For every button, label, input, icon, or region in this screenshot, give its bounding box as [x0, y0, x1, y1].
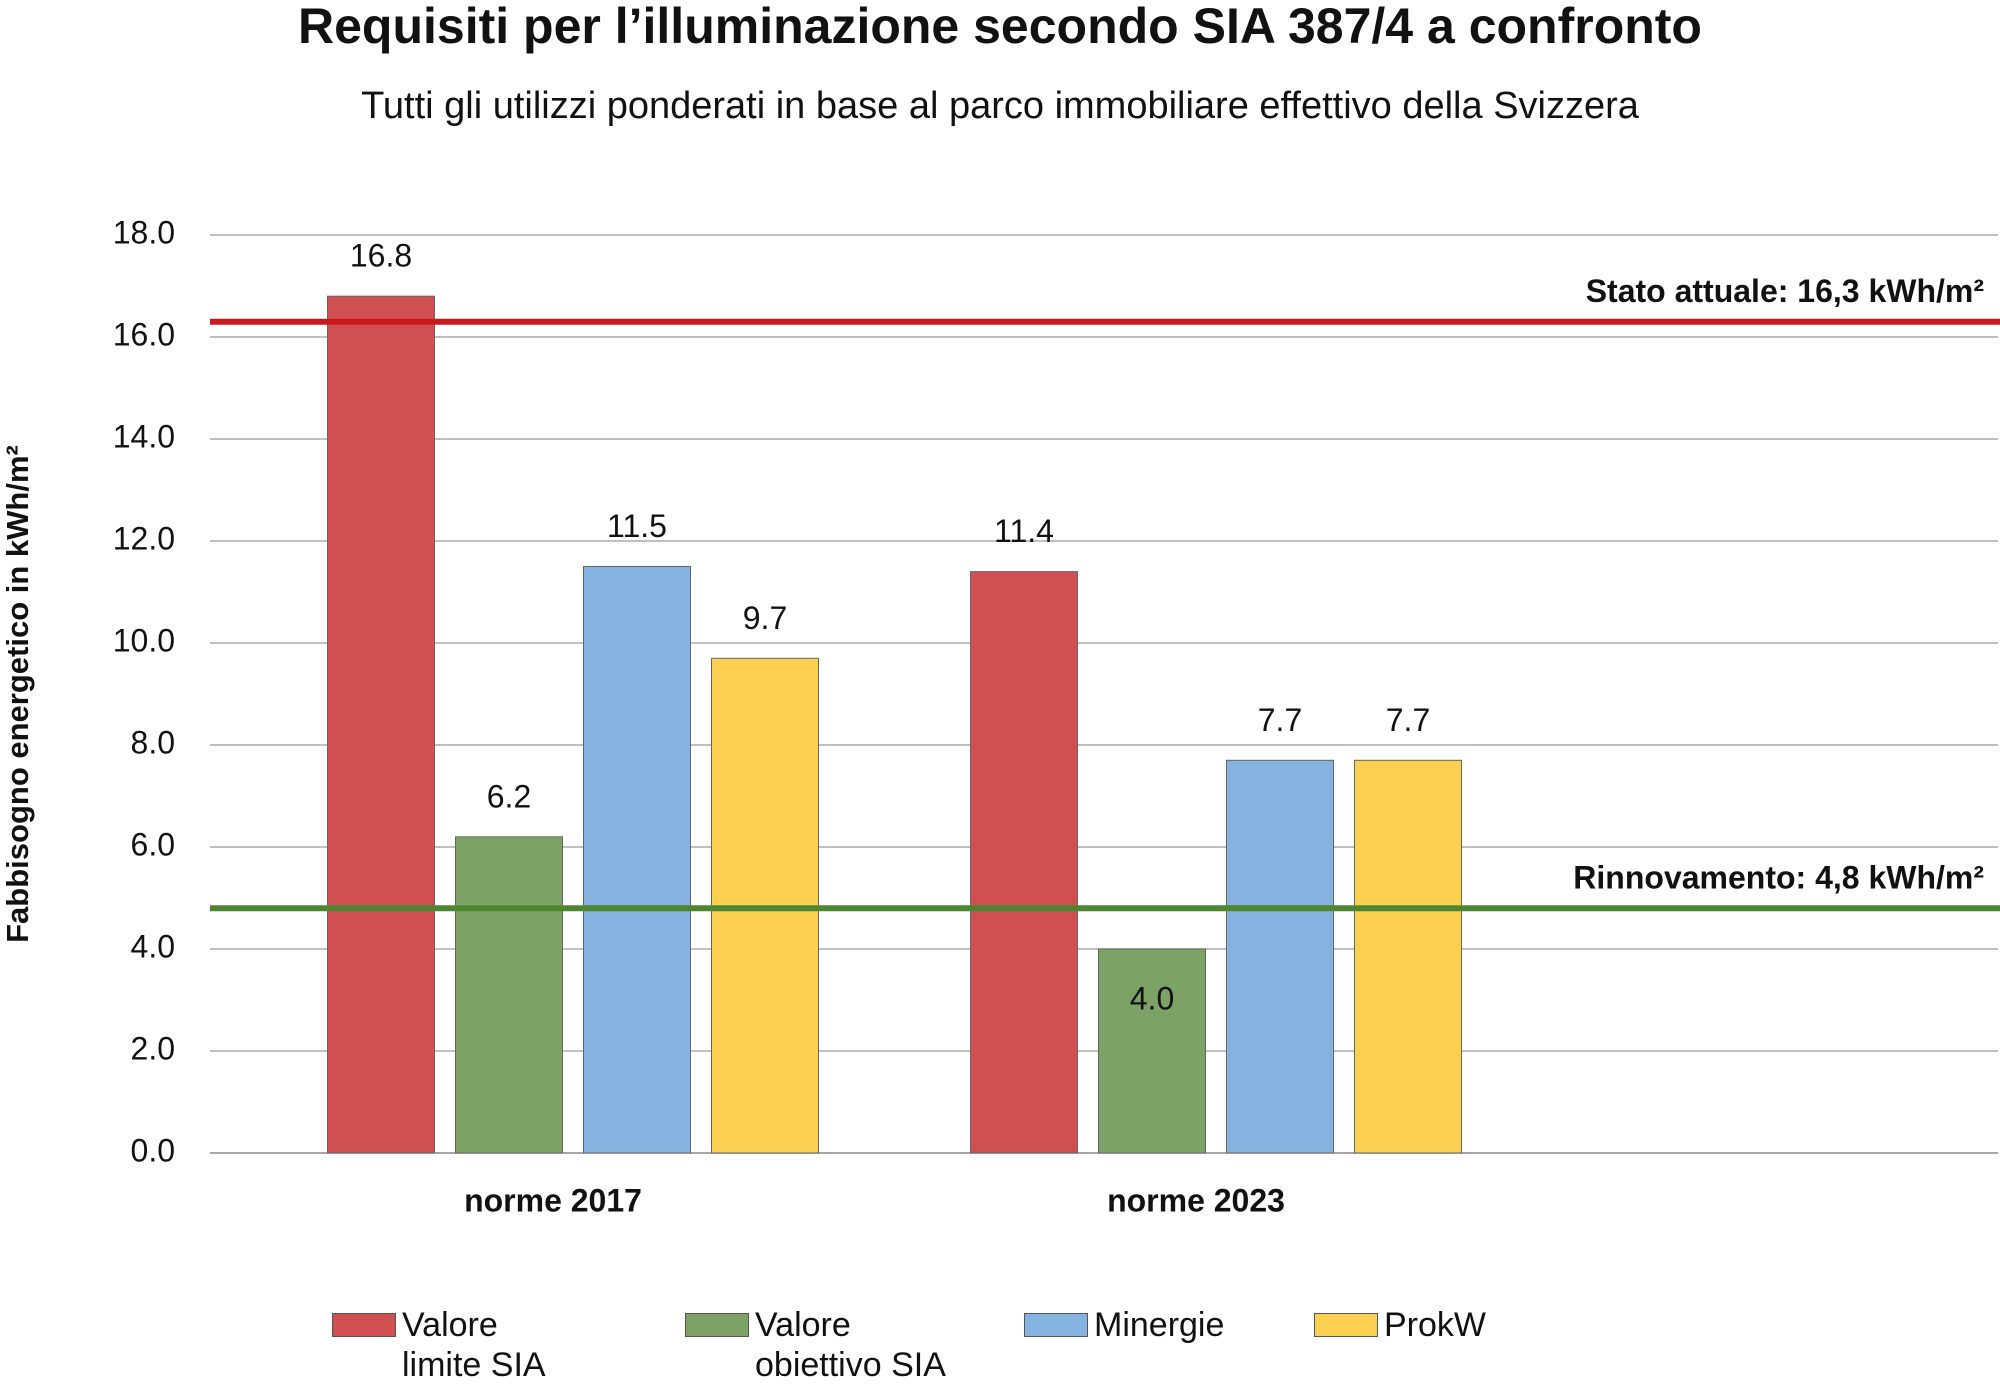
chart-subtitle: Tutti gli utilizzi ponderati in base al … [361, 85, 1640, 127]
bar [1226, 759, 1334, 1154]
legend-item: Valore limite SIA [332, 1305, 582, 1385]
y-axis-title: Fabbisogno energetico in kWh/m² [0, 445, 35, 943]
value-label: 4.0 [1130, 980, 1174, 1016]
value-label: 16.8 [350, 238, 412, 274]
x-tick-label: norme 2017 [464, 1182, 642, 1218]
y-tick-label: 18.0 [113, 214, 175, 250]
y-tick-label: 6.0 [131, 826, 175, 862]
legend-label: Valore limite SIA [402, 1306, 546, 1384]
y-tick-label: 10.0 [113, 622, 175, 658]
value-label: 9.7 [743, 600, 787, 636]
y-tick-label: 12.0 [113, 520, 175, 556]
y-tick-label: 8.0 [131, 724, 175, 760]
bar [1098, 948, 1206, 1154]
legend-item: ProkW [1314, 1305, 1584, 1345]
y-tick-label: 4.0 [131, 928, 175, 964]
chart-title: Requisiti per l’illuminazione secondo SI… [298, 0, 1702, 54]
legend-swatch [332, 1313, 396, 1337]
bar [327, 295, 435, 1154]
value-label: 11.5 [607, 508, 667, 544]
bar [970, 571, 1078, 1154]
legend-item: Valore obiettivo SIA [685, 1305, 985, 1385]
legend-swatch [1024, 1313, 1088, 1337]
value-label: 11.4 [994, 513, 1054, 549]
legend-label: Minergie [1094, 1306, 1225, 1344]
legend-label: Valore obiettivo SIA [755, 1306, 946, 1384]
legend-swatch [1314, 1313, 1378, 1337]
y-tick-label: 2.0 [131, 1030, 175, 1066]
bar [1354, 759, 1462, 1154]
value-label: 7.7 [1386, 702, 1430, 738]
legend-label: ProkW [1384, 1306, 1486, 1344]
x-tick-label: norme 2023 [1107, 1182, 1285, 1218]
legend: Valore limite SIA Valore obiettivo SIA Min… [0, 1305, 2000, 1391]
reference-label: Rinnovamento: 4,8 kWh/m² [1573, 860, 1984, 896]
reference-label: Stato attuale: 16,3 kWh/m² [1586, 273, 1984, 309]
value-label: 7.7 [1258, 702, 1302, 738]
legend-item: Minergie [1024, 1305, 1324, 1345]
bar [583, 566, 691, 1154]
y-tick-label: 0.0 [131, 1132, 175, 1168]
value-label: 6.2 [487, 778, 531, 814]
y-tick-label: 16.0 [113, 316, 175, 352]
bar [455, 836, 563, 1154]
legend-swatch [685, 1313, 749, 1337]
y-tick-label: 14.0 [113, 418, 175, 454]
